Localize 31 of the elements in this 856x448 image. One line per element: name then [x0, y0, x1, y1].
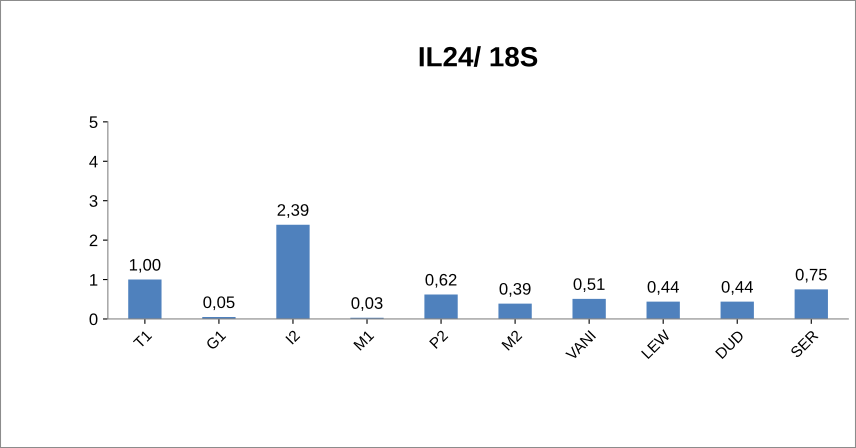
y-tick-label: 0: [90, 313, 98, 326]
x-tick-label: M2: [501, 330, 522, 351]
y-tick-label: 4: [89, 156, 98, 168]
data-label: 0,51: [574, 278, 605, 292]
y-tick-label: 2: [90, 234, 98, 246]
data-label: 0,44: [648, 280, 679, 295]
bar: [646, 302, 680, 319]
x-tick-label: G1: [205, 330, 226, 350]
bar: [720, 302, 754, 319]
y-tick-label: 3: [90, 195, 98, 207]
x-tick-label: M1: [353, 330, 374, 351]
data-label: 2,39: [278, 204, 308, 218]
data-label: 1,00: [130, 258, 160, 273]
data-label: 0,75: [796, 268, 827, 283]
data-label: 0,05: [203, 296, 234, 310]
chart-title: IL24/ 18S: [420, 46, 538, 67]
data-label: 0,62: [425, 274, 456, 288]
data-label: 0,44: [722, 280, 753, 295]
x-tick-label: P2: [429, 330, 448, 349]
bar: [424, 294, 458, 319]
bar: [128, 280, 162, 319]
bar: [572, 298, 606, 319]
x-tick-label: I2: [285, 330, 300, 345]
y-tick-label: 1: [90, 274, 98, 286]
data-label: 0,39: [500, 282, 531, 297]
bar: [794, 289, 828, 319]
bar: [276, 224, 310, 319]
x-tick-label: T1: [132, 330, 152, 349]
y-tick-label: 5: [90, 116, 98, 128]
bar: [498, 304, 532, 319]
data-label: 0,03: [351, 297, 382, 311]
